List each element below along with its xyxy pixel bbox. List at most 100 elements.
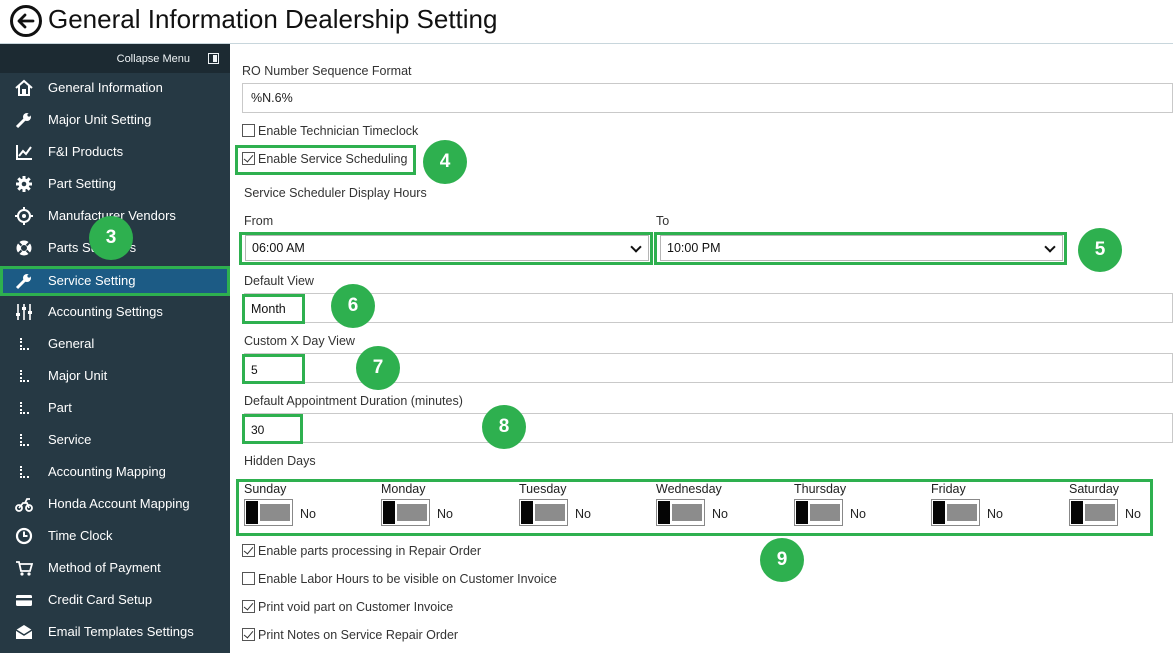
day-name: Tuesday: [519, 482, 567, 496]
toggle-knob: [933, 501, 945, 524]
sidebar-item-manufacturer-vendors[interactable]: Manufacturer Vendors: [0, 201, 230, 231]
sub-level-icon: [20, 370, 29, 382]
from-label: From: [244, 214, 274, 228]
sidebar-subitem-service[interactable]: Service: [0, 425, 230, 455]
sidebar-item-label: Manufacturer Vendors: [48, 208, 176, 223]
service-scheduling-checkbox[interactable]: [242, 152, 255, 165]
sidebar-item-label: Accounting Settings: [48, 304, 163, 319]
collapse-menu-button[interactable]: Collapse Menu: [0, 44, 230, 73]
sidebar-item-label: Service Setting: [48, 273, 136, 288]
day-name: Thursday: [794, 482, 847, 496]
sidebar-item-general-information[interactable]: General Information: [0, 73, 230, 103]
tech-timeclock-checkbox[interactable]: [242, 124, 255, 137]
print-notes-checkbox[interactable]: [242, 628, 255, 641]
labor-hours-checkbox[interactable]: [242, 572, 255, 585]
sub-level-icon: [20, 466, 29, 478]
hidden-day-thursday: Thursday No: [794, 482, 924, 528]
duration-label: Default Appointment Duration (minutes): [244, 394, 463, 408]
parts-processing-label: Enable parts processing in Repair Order: [258, 544, 482, 558]
highlight-service-scheduling: [235, 145, 416, 175]
hidden-day-monday: Monday No: [381, 482, 511, 528]
sidebar-item-method-of-payment[interactable]: Method of Payment: [0, 553, 230, 583]
from-hour-value: 06:00 AM: [252, 241, 305, 255]
toggle-track: [535, 504, 565, 521]
day-name: Sunday: [244, 482, 287, 496]
to-label: To: [656, 214, 670, 228]
default-view-value: Month: [251, 302, 286, 316]
ro-format-input[interactable]: %N.6%: [242, 83, 1173, 113]
page-header: General Information Dealership Setting: [0, 0, 1173, 44]
sidebar-item-label: Major Unit Setting: [48, 112, 152, 127]
sidebar-item-time-clock[interactable]: Time Clock: [0, 521, 230, 551]
hidden-days-label: Hidden Days: [244, 454, 316, 468]
sidebar-item-fi-products[interactable]: F&I Products: [0, 137, 230, 167]
sidebar-subitem-major-unit[interactable]: Major Unit: [0, 361, 230, 391]
day-name: Friday: [931, 482, 966, 496]
annotation-badge-3: 3: [89, 216, 133, 260]
sidebar-item-service-setting[interactable]: Service Setting: [0, 266, 230, 296]
chevron-down-icon: [1044, 241, 1056, 253]
sidebar-item-label: Part: [48, 400, 72, 415]
sidebar-subitem-accounting-mapping[interactable]: Accounting Mapping: [0, 457, 230, 487]
sidebar-item-honda-account-mapping[interactable]: Honda Account Mapping: [0, 489, 230, 519]
sidebar-item-label: Major Unit: [48, 368, 108, 383]
toggle-value: No: [850, 507, 866, 521]
toggle-track: [810, 504, 840, 521]
toggle-knob: [796, 501, 808, 524]
annotation-badge-8: 8: [482, 405, 526, 449]
monday-toggle[interactable]: [381, 499, 430, 526]
print-void-checkbox[interactable]: [242, 600, 255, 613]
lifebuoy-icon: [16, 240, 32, 256]
sidebar-item-email-templates-settings[interactable]: Email Templates Settings: [0, 617, 230, 647]
toggle-knob: [383, 501, 395, 524]
toggle-value: No: [437, 507, 453, 521]
toggle-track: [1085, 504, 1115, 521]
custom-x-value: 5: [251, 363, 258, 377]
sidebar-item-major-unit-setting[interactable]: Major Unit Setting: [0, 105, 230, 135]
hidden-day-saturday: Saturday No: [1069, 482, 1173, 528]
settings-form: RO Number Sequence Format %N.6% Enable T…: [230, 44, 1173, 653]
sunday-toggle[interactable]: [244, 499, 293, 526]
sidebar-item-label: General Information: [48, 80, 163, 95]
sidebar-subitem-general[interactable]: General: [0, 329, 230, 359]
annotation-badge-5: 5: [1078, 228, 1122, 272]
duration-input[interactable]: [244, 413, 1173, 443]
page-title: General Information Dealership Setting: [48, 4, 498, 34]
collapse-menu-label: Collapse Menu: [116, 53, 190, 65]
sidebar-item-label: Time Clock: [48, 528, 113, 543]
default-view-select[interactable]: [244, 293, 1173, 323]
custom-x-value-box: 5: [242, 354, 305, 384]
sidebar-item-part-setting[interactable]: Part Setting: [0, 169, 230, 199]
saturday-toggle[interactable]: [1069, 499, 1118, 526]
sidebar-item-label: General: [48, 336, 95, 351]
parts-processing-checkbox[interactable]: [242, 544, 255, 557]
collapse-icon: [208, 53, 219, 64]
sidebar-item-credit-card-setup[interactable]: Credit Card Setup: [0, 585, 230, 615]
arrow-left-icon: [17, 13, 35, 29]
thursday-toggle[interactable]: [794, 499, 843, 526]
hidden-day-tuesday: Tuesday No: [519, 482, 649, 528]
sidebar-subitem-part[interactable]: Part: [0, 393, 230, 423]
sidebar-item-label: F&I Products: [48, 144, 124, 159]
from-hour-select[interactable]: 06:00 AM: [245, 235, 649, 261]
wednesday-toggle[interactable]: [656, 499, 705, 526]
friday-toggle[interactable]: [931, 499, 980, 526]
back-button[interactable]: [10, 5, 42, 37]
tech-timeclock-label: Enable Technician Timeclock: [258, 124, 419, 138]
sidebar-item-accounting-settings[interactable]: Accounting Settings: [0, 297, 230, 327]
sub-level-icon: [20, 434, 29, 446]
toggle-track: [947, 504, 977, 521]
custom-x-label: Custom X Day View: [244, 334, 355, 348]
highlight-to-select: [654, 232, 1067, 265]
target-icon: [15, 207, 33, 225]
toggle-track: [260, 504, 290, 521]
toggle-track: [397, 504, 427, 521]
to-hour-select[interactable]: 10:00 PM: [660, 235, 1063, 261]
tuesday-toggle[interactable]: [519, 499, 568, 526]
cart-icon: [16, 561, 33, 576]
sub-level-icon: [20, 402, 29, 414]
labor-hours-label: Enable Labor Hours to be visible on Cust…: [258, 572, 557, 586]
default-view-value-box: Month: [242, 294, 305, 324]
day-name: Wednesday: [656, 482, 722, 496]
motorcycle-icon: [15, 498, 33, 512]
